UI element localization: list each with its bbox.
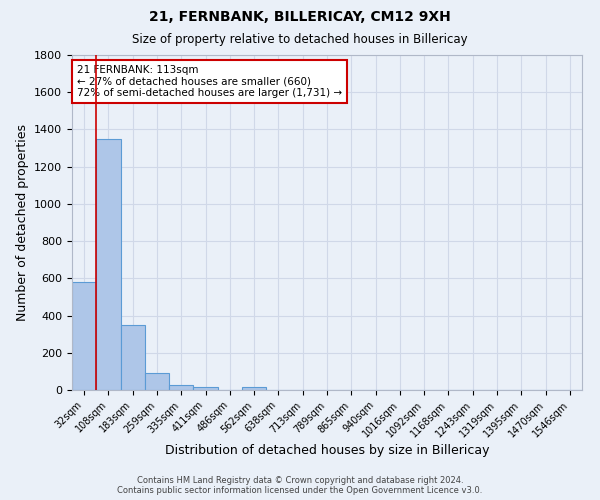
- Y-axis label: Number of detached properties: Number of detached properties: [16, 124, 29, 321]
- Bar: [242, 387, 266, 390]
- Bar: [193, 387, 218, 390]
- Bar: [121, 325, 145, 390]
- Bar: [169, 386, 193, 390]
- Bar: [96, 138, 121, 390]
- Bar: [145, 373, 169, 390]
- Text: Contains HM Land Registry data © Crown copyright and database right 2024.
Contai: Contains HM Land Registry data © Crown c…: [118, 476, 482, 495]
- Text: Size of property relative to detached houses in Billericay: Size of property relative to detached ho…: [132, 32, 468, 46]
- Text: 21 FERNBANK: 113sqm
← 27% of detached houses are smaller (660)
72% of semi-detac: 21 FERNBANK: 113sqm ← 27% of detached ho…: [77, 65, 342, 98]
- Text: 21, FERNBANK, BILLERICAY, CM12 9XH: 21, FERNBANK, BILLERICAY, CM12 9XH: [149, 10, 451, 24]
- X-axis label: Distribution of detached houses by size in Billericay: Distribution of detached houses by size …: [165, 444, 489, 458]
- Bar: [72, 282, 96, 390]
